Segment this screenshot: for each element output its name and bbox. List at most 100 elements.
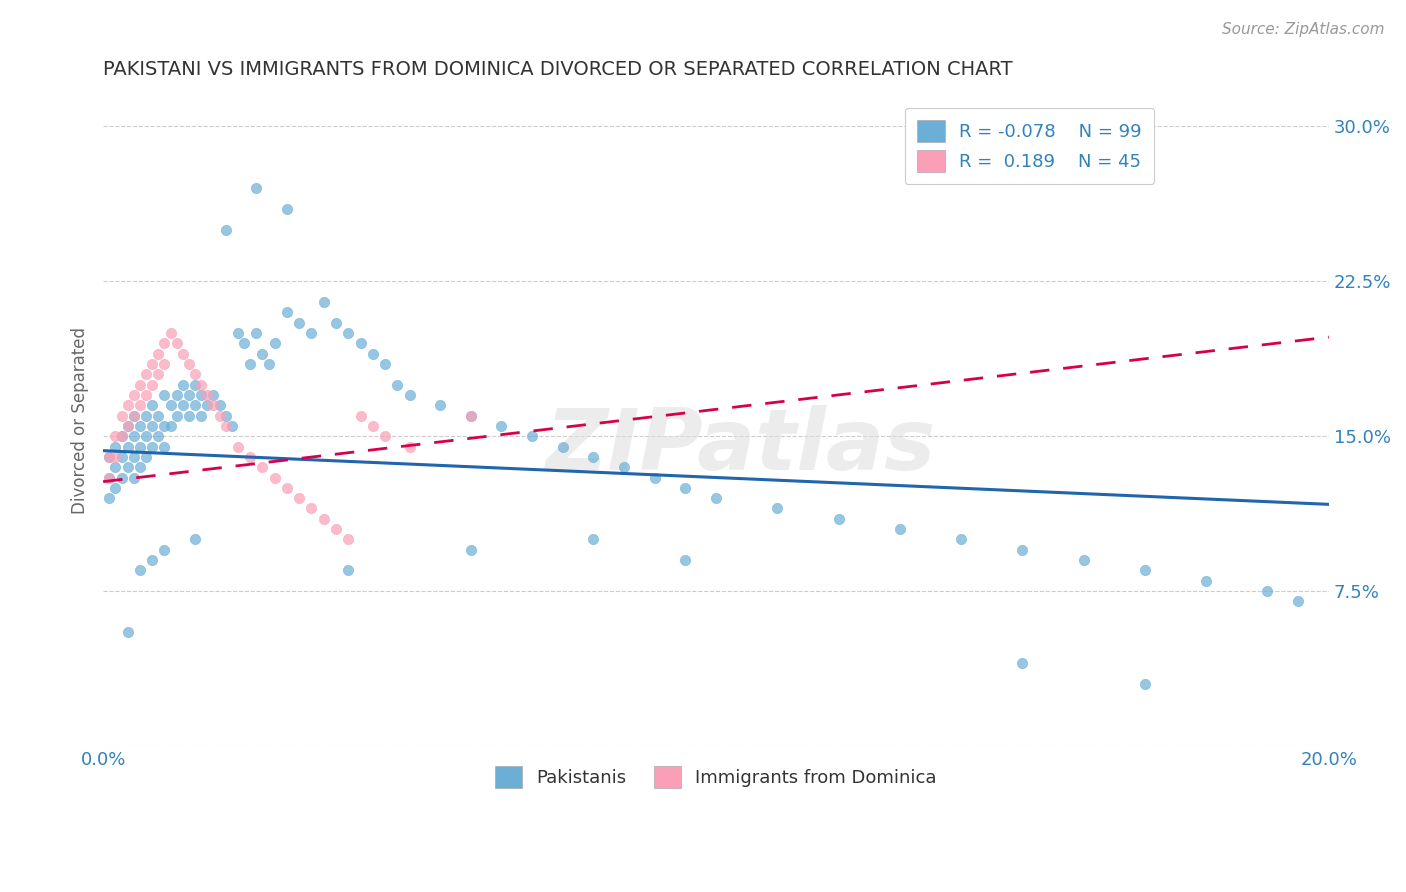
Point [337, 533, 360, 547]
Point [110, 429, 132, 443]
Point [766, 501, 789, 516]
Point [117, 625, 139, 640]
Point [644, 470, 666, 484]
Point [325, 316, 347, 330]
Point [374, 357, 396, 371]
Point [110, 450, 132, 464]
Point [190, 409, 212, 423]
Point [141, 440, 163, 454]
Point [148, 409, 170, 423]
Point [129, 440, 152, 454]
Point [1133, 677, 1156, 691]
Point [202, 398, 225, 412]
Point [1256, 584, 1278, 599]
Point [135, 429, 157, 443]
Point [129, 418, 152, 433]
Point [613, 460, 636, 475]
Point [257, 357, 280, 371]
Point [202, 388, 225, 402]
Point [129, 377, 152, 392]
Point [301, 501, 323, 516]
Point [129, 398, 152, 412]
Point [460, 409, 482, 423]
Point [153, 440, 176, 454]
Point [184, 368, 207, 382]
Point [221, 418, 243, 433]
Point [276, 481, 298, 495]
Point [226, 440, 249, 454]
Point [263, 336, 285, 351]
Text: ZIPatlas: ZIPatlas [546, 405, 935, 488]
Point [673, 481, 696, 495]
Point [172, 398, 194, 412]
Point [312, 295, 335, 310]
Point [153, 418, 176, 433]
Point [184, 398, 207, 412]
Point [153, 542, 176, 557]
Point [122, 388, 145, 402]
Point [429, 398, 451, 412]
Legend: Pakistanis, Immigrants from Dominica: Pakistanis, Immigrants from Dominica [481, 751, 952, 802]
Point [1011, 542, 1033, 557]
Point [252, 460, 274, 475]
Point [148, 346, 170, 360]
Point [177, 409, 200, 423]
Point [135, 409, 157, 423]
Point [349, 336, 371, 351]
Point [122, 429, 145, 443]
Point [1286, 594, 1309, 608]
Point [520, 429, 543, 443]
Point [337, 564, 360, 578]
Point [398, 440, 420, 454]
Point [263, 470, 285, 484]
Point [129, 564, 152, 578]
Point [276, 202, 298, 216]
Point [673, 553, 696, 567]
Point [98, 470, 121, 484]
Point [215, 418, 238, 433]
Point [301, 326, 323, 340]
Point [172, 346, 194, 360]
Text: Source: ZipAtlas.com: Source: ZipAtlas.com [1222, 22, 1385, 37]
Point [141, 553, 163, 567]
Point [135, 450, 157, 464]
Point [98, 491, 121, 505]
Point [98, 450, 121, 464]
Point [104, 440, 127, 454]
Point [582, 450, 605, 464]
Point [1133, 564, 1156, 578]
Point [159, 326, 181, 340]
Point [110, 429, 132, 443]
Point [582, 533, 605, 547]
Point [141, 357, 163, 371]
Point [208, 398, 231, 412]
Point [491, 418, 513, 433]
Point [104, 429, 127, 443]
Point [245, 326, 267, 340]
Point [129, 460, 152, 475]
Point [827, 512, 849, 526]
Point [177, 357, 200, 371]
Point [551, 440, 574, 454]
Point [276, 305, 298, 319]
Point [141, 398, 163, 412]
Point [195, 398, 218, 412]
Point [148, 368, 170, 382]
Point [312, 512, 335, 526]
Point [239, 357, 262, 371]
Point [215, 222, 238, 236]
Point [122, 450, 145, 464]
Point [135, 388, 157, 402]
Point [233, 336, 256, 351]
Point [190, 388, 212, 402]
Point [166, 336, 188, 351]
Point [117, 460, 139, 475]
Text: PAKISTANI VS IMMIGRANTS FROM DOMINICA DIVORCED OR SEPARATED CORRELATION CHART: PAKISTANI VS IMMIGRANTS FROM DOMINICA DI… [103, 60, 1012, 78]
Point [387, 377, 409, 392]
Point [288, 491, 311, 505]
Point [159, 398, 181, 412]
Point [374, 429, 396, 443]
Point [1011, 657, 1033, 671]
Point [325, 522, 347, 536]
Point [195, 388, 218, 402]
